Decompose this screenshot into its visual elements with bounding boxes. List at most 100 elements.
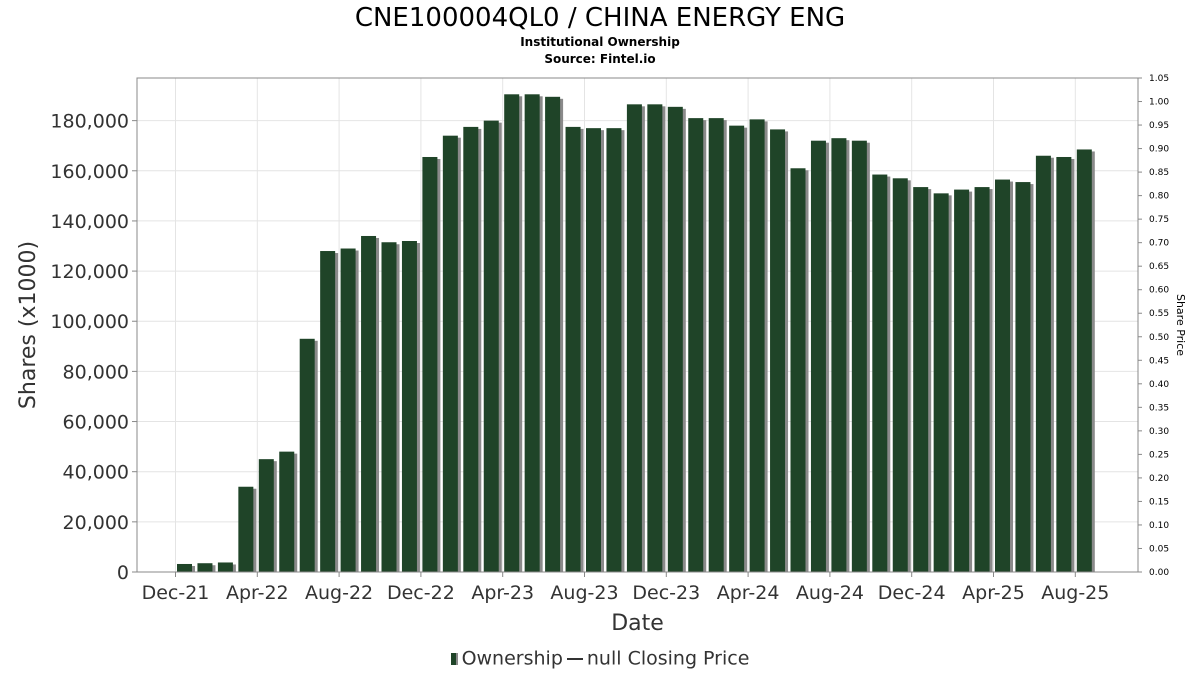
chart-title: CNE100004QL0 / CHINA ENERGY ENG — [354, 3, 846, 33]
y-tick-label: 0 — [117, 562, 129, 584]
ownership-bar — [586, 128, 601, 572]
ownership-bar — [810, 140, 826, 572]
ownership-bar — [851, 140, 867, 572]
y2-tick-label: 0.10 — [1149, 521, 1169, 531]
ownership-bar — [381, 242, 397, 573]
y2-axis-label: Share Price — [1174, 294, 1187, 356]
ownership-bar — [872, 174, 888, 572]
price-legend-swatch — [566, 657, 583, 660]
y2-tick-label: 0.05 — [1149, 544, 1169, 554]
ownership-bar — [995, 179, 1010, 572]
y2-tick-label: 0.95 — [1149, 121, 1169, 131]
ownership-bar — [974, 187, 990, 572]
ownership-bar — [504, 94, 520, 572]
ownership-bar — [238, 486, 254, 572]
ownership-bar — [340, 248, 356, 572]
ownership-bar — [299, 338, 315, 572]
y2-tick-label: 0.85 — [1149, 168, 1169, 178]
y-tick-label: 180,000 — [50, 111, 129, 133]
ownership-bar — [913, 187, 929, 572]
plot-frame — [136, 77, 1139, 573]
y2-tick-label: 0.15 — [1149, 497, 1169, 507]
x-tick-label: Apr-24 — [717, 582, 780, 604]
y2-tick-label: 0.80 — [1149, 192, 1169, 202]
ownership-bar — [483, 120, 499, 572]
y-axis-label: Shares (x1000) — [16, 241, 41, 409]
ownership-bar — [524, 94, 540, 572]
y-tick-label: 140,000 — [50, 211, 129, 233]
ownership-bar — [361, 235, 377, 573]
ownership-bar — [770, 129, 786, 572]
ownership-bar — [320, 251, 336, 572]
ownership-bar — [565, 126, 581, 573]
ownership-bar — [1076, 149, 1092, 572]
ownership-bar — [749, 119, 765, 572]
ownership-legend-label: Ownership — [461, 647, 563, 670]
x-tick-label: Apr-22 — [226, 582, 289, 604]
x-tick-label: Apr-25 — [962, 582, 1025, 604]
y2-tick-label: 0.55 — [1149, 309, 1169, 319]
ownership-bar — [197, 563, 213, 572]
ownership-bar — [688, 118, 704, 572]
y2-tick-label: 1.05 — [1149, 74, 1169, 84]
y-tick-label: 160,000 — [50, 161, 129, 183]
chart-subtitle: Institutional Ownership — [520, 35, 680, 49]
y2-tick-label: 0.00 — [1149, 568, 1169, 578]
y-tick-label: 40,000 — [63, 462, 129, 484]
ownership-bar — [626, 104, 642, 572]
y2-tick-label: 0.60 — [1149, 286, 1169, 296]
x-tick-label: Dec-22 — [387, 582, 455, 604]
x-axis-label: Date — [611, 611, 664, 636]
chart-source: Source: Fintel.io — [544, 52, 656, 66]
ownership-bar — [954, 189, 970, 572]
ownership-bar — [1056, 156, 1072, 572]
y2-tick-label: 0.70 — [1149, 239, 1169, 249]
ownership-bar — [606, 128, 622, 572]
y-tick-label: 100,000 — [50, 311, 129, 333]
y2-tick-label: 0.30 — [1149, 427, 1169, 437]
ownership-bar — [1015, 182, 1031, 573]
y2-tick-label: 0.40 — [1149, 380, 1169, 390]
ownership-bar — [790, 168, 806, 572]
price-legend-label: null Closing Price — [586, 647, 750, 670]
ownership-bar — [545, 96, 561, 573]
legend: Ownership null Closing Price — [0, 647, 1200, 670]
x-tick-label: Apr-23 — [471, 582, 534, 604]
y2-tick-label: 0.75 — [1149, 215, 1169, 225]
ownership-bar — [463, 126, 479, 573]
y2-tick-label: 0.35 — [1149, 403, 1169, 413]
ownership-bar — [1035, 155, 1051, 573]
y2-tick-label: 0.45 — [1149, 356, 1169, 366]
x-tick-label: Dec-24 — [878, 582, 946, 604]
ownership-bar — [422, 156, 438, 572]
x-tick-label: Aug-22 — [305, 582, 373, 604]
ownership-bar — [933, 193, 949, 572]
y2-tick-label: 0.25 — [1149, 450, 1169, 460]
ownership-legend-swatch — [450, 652, 458, 665]
ownership-bar — [831, 138, 847, 572]
ownership-bar — [217, 562, 233, 572]
ownership-bar — [401, 240, 417, 572]
y-tick-label: 80,000 — [63, 361, 129, 383]
x-tick-label: Aug-23 — [550, 582, 618, 604]
y-tick-label: 60,000 — [63, 412, 129, 434]
ownership-bar — [258, 459, 274, 572]
ownership-bar — [442, 135, 458, 573]
y2-tick-label: 0.50 — [1149, 333, 1169, 343]
ownership-bar — [708, 118, 724, 572]
y2-tick-label: 0.90 — [1149, 145, 1169, 155]
y2-tick-label: 0.20 — [1149, 474, 1169, 484]
x-tick-label: Dec-23 — [632, 582, 700, 604]
x-tick-label: Dec-21 — [142, 582, 210, 604]
ownership-bar — [667, 106, 683, 573]
y2-tick-label: 1.00 — [1149, 98, 1169, 108]
ownership-bar — [892, 178, 908, 572]
ownership-bar — [177, 563, 192, 572]
y-tick-label: 120,000 — [50, 261, 129, 283]
ownership-bar — [647, 104, 663, 572]
x-tick-label: Aug-24 — [796, 582, 864, 604]
y-tick-label: 20,000 — [63, 512, 129, 534]
ownership-bar — [729, 125, 745, 573]
y2-tick-label: 0.65 — [1149, 262, 1169, 272]
